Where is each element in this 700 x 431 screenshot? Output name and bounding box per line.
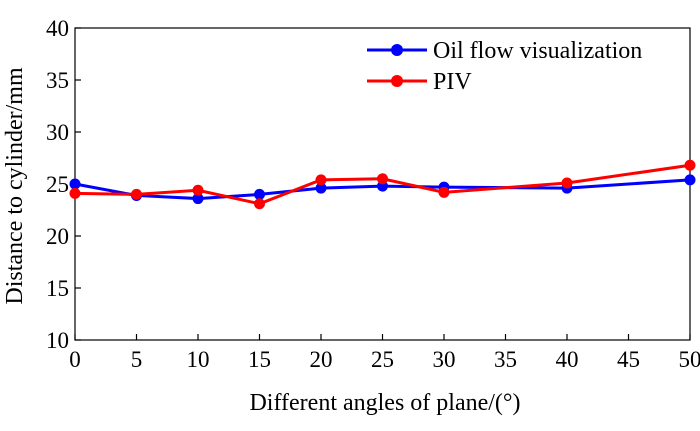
axes: 0 5 10 15 20 25 30 35 40 45 50 10 15 20 25 30 35 40 (46, 16, 700, 372)
x-axis-title: Different angles of plane/(°) (249, 390, 520, 416)
x-tick-label: 10 (187, 347, 210, 372)
x-tick-label: 35 (494, 347, 517, 372)
data-point (684, 159, 696, 171)
data-point (438, 186, 450, 198)
data-point (377, 173, 388, 185)
data-point (254, 188, 265, 200)
data-point (561, 177, 573, 189)
data-point (69, 178, 81, 190)
y-tick-label: 40 (46, 16, 69, 41)
data-point (684, 174, 696, 186)
legend: Oil flow visualization PIV (367, 38, 642, 95)
series-piv (69, 159, 696, 210)
data-point (192, 193, 204, 205)
x-tick-label: 5 (131, 347, 143, 372)
y-tick-label: 20 (46, 224, 69, 249)
y-tick-label: 30 (46, 120, 69, 145)
y-tick-label: 15 (46, 276, 69, 301)
series-group (69, 159, 696, 210)
x-tick-label: 0 (69, 347, 81, 372)
data-point (131, 188, 142, 200)
legend-marker (391, 44, 403, 56)
x-tick-label: 15 (248, 347, 271, 372)
y-tick-label: 25 (46, 172, 69, 197)
x-tick-label: 40 (556, 347, 579, 372)
data-point (192, 184, 204, 196)
data-point (69, 187, 81, 199)
legend-label: Oil flow visualization (433, 38, 642, 64)
x-tick-label: 30 (433, 347, 456, 372)
legend-marker (391, 75, 403, 87)
x-tick-label: 50 (679, 347, 700, 372)
legend-item: PIV (367, 69, 472, 95)
legend-item: Oil flow visualization (367, 38, 642, 64)
y-tick-label: 10 (46, 328, 69, 353)
x-tick-label: 25 (371, 347, 394, 372)
y-axis-title: Distance to cylinder/mm (2, 67, 28, 305)
data-point (254, 198, 265, 210)
x-tick-label: 20 (310, 347, 333, 372)
y-tick-label: 35 (46, 68, 69, 93)
data-point (315, 174, 327, 186)
legend-label: PIV (433, 69, 472, 95)
data-point (315, 182, 327, 194)
x-tick-label: 45 (617, 347, 640, 372)
